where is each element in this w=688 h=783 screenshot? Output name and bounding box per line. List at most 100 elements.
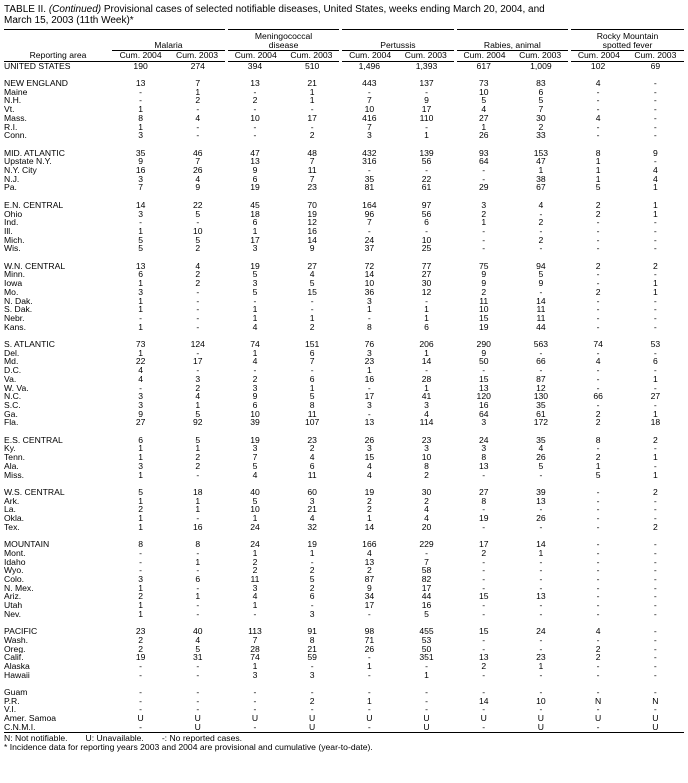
value-cell: 2 xyxy=(595,409,601,419)
value-cell: 10 xyxy=(478,87,489,97)
value-cell: 1 xyxy=(595,461,601,471)
value-cell: 5 xyxy=(252,270,258,280)
area-cell: Nebr. xyxy=(4,313,25,323)
value-cell: - xyxy=(596,313,600,323)
value-cell: 1 xyxy=(138,444,143,454)
value-cell: 2 xyxy=(595,453,601,462)
value-cell: 2 xyxy=(652,522,658,532)
value-cell: 190 xyxy=(133,61,148,71)
value-cell: 1 xyxy=(309,383,315,393)
value-cell: - xyxy=(539,244,543,254)
value-cell: - xyxy=(367,653,371,662)
value-cell: 1 xyxy=(138,453,143,462)
value-cell: - xyxy=(653,461,657,471)
value-cell: 47 xyxy=(250,148,260,158)
value-cell: U xyxy=(283,722,341,733)
table-row: Wyo. - - 2 2 2 58 - - - - xyxy=(4,566,684,575)
value-cell: 19 xyxy=(478,514,489,523)
area-cell: Conn. xyxy=(4,131,27,140)
value-cell: 48 xyxy=(307,148,317,158)
value-cell: - xyxy=(482,235,486,245)
value-cell: 7 xyxy=(309,174,315,184)
value-cell: 44 xyxy=(421,592,432,602)
value-cell: 26 xyxy=(478,131,489,140)
value-cell: - xyxy=(482,688,486,697)
value-cell: 74 xyxy=(250,340,260,349)
value-cell: - xyxy=(653,131,657,140)
value-cell: - xyxy=(367,166,371,175)
subheader-text: Cum. 2004 xyxy=(349,50,392,60)
value-cell: 19 xyxy=(250,261,260,271)
value-cell: 5 xyxy=(424,609,429,619)
value-cell: 3 xyxy=(481,444,487,454)
value-cell: 6 xyxy=(138,270,143,280)
value-cell: 1 xyxy=(652,287,658,297)
footnote-legend: N: Not notifiable. U: Unavailable. -: No r… xyxy=(4,732,684,744)
value-cell: - xyxy=(653,540,657,549)
table-row: Ky. 1 1 3 2 3 3 3 4 - - xyxy=(4,444,684,453)
value-cell: - xyxy=(482,174,486,184)
value-cell: 2 xyxy=(195,461,201,471)
subheader: Cum. 2004 xyxy=(453,50,513,62)
value-cell: 5 xyxy=(252,287,258,297)
value-cell: 8 xyxy=(195,540,201,549)
value-cell: - xyxy=(596,131,600,140)
value-cell: 9 xyxy=(309,244,315,254)
area-cell: Ala. xyxy=(4,461,19,471)
subheader-text: Cum. 2003 xyxy=(404,50,447,60)
value-cell: 3 xyxy=(366,296,372,306)
value-cell: 9 xyxy=(481,279,487,288)
value-cell: - xyxy=(253,122,257,132)
footnote-note: -: No reported cases. xyxy=(161,732,243,743)
table-row: Guam - - - - - - - - - - xyxy=(4,688,684,697)
value-cell: 11 xyxy=(536,313,546,323)
value-cell: - xyxy=(196,601,200,610)
value-cell: 23 xyxy=(307,183,317,193)
value-cell: 432 xyxy=(362,148,377,158)
area-cell: S. Dak. xyxy=(4,305,33,314)
value-cell: - xyxy=(596,400,600,410)
value-cell: 92 xyxy=(193,418,203,428)
value-cell: 11 xyxy=(479,296,489,306)
value-cell: - xyxy=(653,322,657,332)
value-cell: 7 xyxy=(366,218,372,227)
table-row: Colo. 3 6 11 5 87 82 - - - - xyxy=(4,575,684,584)
value-cell: 2 xyxy=(595,418,601,428)
value-cell: 91 xyxy=(307,627,317,636)
value-cell: - xyxy=(539,470,543,480)
value-cell: 1 xyxy=(652,279,658,288)
spacer-row xyxy=(4,331,684,340)
value-cell: 2 xyxy=(309,131,315,140)
value-cell: - xyxy=(367,226,371,236)
area-cell: Colo. xyxy=(4,574,25,584)
value-cell: - xyxy=(253,105,257,114)
area-cell: Oreg. xyxy=(4,644,26,654)
value-cell: 1 xyxy=(252,313,258,323)
area-cell: Alaska xyxy=(4,661,30,671)
disease-header: Pertussis xyxy=(339,29,456,51)
value-cell: - xyxy=(539,670,543,680)
value-cell: 1 xyxy=(538,166,544,175)
value-cell: 3 xyxy=(252,670,258,680)
area-cell: N. Dak. xyxy=(4,296,33,306)
spacer-row xyxy=(4,618,684,627)
value-cell: 26 xyxy=(193,166,203,175)
value-cell: - xyxy=(653,78,657,88)
value-cell: 4 xyxy=(595,357,601,367)
value-cell: 16 xyxy=(421,601,432,610)
value-cell: 8 xyxy=(138,540,143,549)
value-cell: - xyxy=(482,583,486,593)
value-cell: 4 xyxy=(195,392,201,401)
value-cell: - xyxy=(367,87,371,97)
value-cell: - xyxy=(196,348,200,358)
footnotes: N: Not notifiable. U: Unavailable. -: No r… xyxy=(4,732,684,753)
value-cell: 4 xyxy=(595,78,601,88)
area-cell: D.C. xyxy=(4,366,22,375)
value-cell: - xyxy=(596,305,600,314)
value-cell: - xyxy=(196,470,200,480)
value-cell: 1 xyxy=(366,514,372,523)
value-cell: - xyxy=(539,601,543,610)
value-cell: 4 xyxy=(366,461,372,471)
value-cell: 58 xyxy=(421,566,432,575)
value-cell: 9 xyxy=(252,166,258,175)
